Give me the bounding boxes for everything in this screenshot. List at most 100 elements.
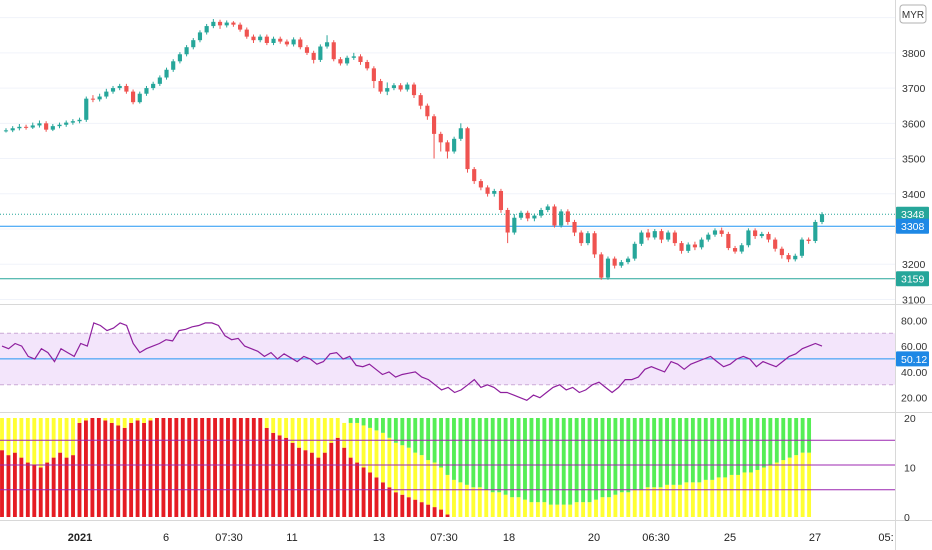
yellow-column bbox=[742, 472, 747, 517]
currency-badge[interactable]: MYR bbox=[899, 4, 927, 24]
red-column bbox=[432, 507, 437, 517]
green-column bbox=[652, 418, 657, 488]
candlestick-series bbox=[3, 19, 825, 280]
yellow-column bbox=[755, 469, 760, 517]
red-column bbox=[348, 457, 353, 517]
candle-body bbox=[692, 244, 697, 248]
candle-body bbox=[324, 42, 330, 47]
candle-body bbox=[465, 128, 470, 170]
red-column bbox=[419, 502, 424, 517]
candle-body bbox=[539, 209, 544, 216]
yellow-column bbox=[452, 479, 456, 517]
level-badge: 3159 bbox=[901, 274, 925, 286]
candle-body bbox=[50, 126, 55, 130]
candle-body bbox=[779, 248, 784, 256]
candle-body bbox=[478, 181, 483, 188]
green-column bbox=[690, 418, 695, 483]
yellow-column bbox=[510, 497, 515, 517]
red-column bbox=[129, 422, 134, 517]
yellow-column bbox=[51, 418, 56, 458]
yellow-column bbox=[374, 430, 379, 478]
red-column bbox=[109, 422, 114, 517]
rsi-badge-bg bbox=[896, 351, 929, 367]
yellow-column bbox=[135, 418, 140, 421]
candle-body bbox=[505, 209, 510, 233]
candle-body bbox=[599, 254, 604, 278]
yellow-column bbox=[684, 482, 689, 517]
red-column bbox=[393, 492, 398, 517]
yellow-column bbox=[626, 492, 631, 517]
rsi-line-group bbox=[1, 322, 823, 401]
yellow-column bbox=[342, 422, 347, 448]
yellow-column bbox=[71, 418, 75, 456]
candle-body bbox=[90, 98, 96, 100]
red-column bbox=[71, 455, 75, 517]
red-column bbox=[64, 457, 69, 517]
candle-body bbox=[238, 24, 243, 30]
time-tick-label: 2021 bbox=[68, 532, 92, 544]
yellow-column bbox=[665, 484, 669, 517]
green-column bbox=[787, 418, 792, 458]
candle-body bbox=[197, 32, 203, 41]
green-column bbox=[503, 418, 508, 495]
candle-body bbox=[231, 22, 236, 25]
green-column bbox=[484, 418, 489, 490]
yellow-column bbox=[122, 418, 127, 428]
candle-body bbox=[311, 52, 316, 60]
green-column bbox=[716, 418, 721, 478]
price-tick-label: 3800 bbox=[902, 48, 926, 60]
yellow-column bbox=[523, 499, 527, 517]
volume-tick-label: 0 bbox=[904, 512, 910, 524]
yellow-column bbox=[12, 418, 17, 453]
yellow-column bbox=[632, 489, 637, 517]
red-column bbox=[264, 427, 269, 517]
red-column bbox=[290, 442, 295, 517]
green-column bbox=[600, 418, 605, 498]
red-column bbox=[439, 509, 443, 517]
green-column bbox=[368, 418, 372, 428]
candle-body bbox=[244, 29, 249, 37]
red-column bbox=[251, 418, 256, 517]
rsi-value-badge: 50.12 bbox=[901, 354, 927, 366]
red-column bbox=[368, 472, 372, 517]
time-tick-label: 11 bbox=[286, 532, 297, 544]
red-column bbox=[32, 465, 37, 517]
red-column bbox=[406, 497, 411, 517]
yellow-column bbox=[548, 504, 553, 517]
green-column bbox=[452, 418, 456, 480]
candle-body bbox=[732, 248, 738, 252]
yellow-column bbox=[445, 474, 450, 515]
stacked-volume-columns bbox=[0, 418, 895, 517]
candle-body bbox=[358, 56, 363, 63]
candle-body bbox=[625, 258, 631, 263]
yellow-column bbox=[264, 418, 269, 428]
yellow-column bbox=[458, 482, 463, 517]
candle-body bbox=[137, 93, 142, 103]
red-column bbox=[142, 422, 146, 517]
red-column bbox=[155, 418, 159, 517]
candle-body bbox=[552, 206, 557, 226]
green-column bbox=[587, 418, 592, 503]
yellow-column bbox=[736, 474, 740, 517]
candle-body bbox=[64, 122, 69, 125]
yellow-column bbox=[658, 487, 663, 517]
candle-body bbox=[110, 88, 116, 92]
yellow-column bbox=[297, 418, 301, 448]
candle-body bbox=[485, 187, 490, 194]
price-tick-label: 3200 bbox=[902, 259, 926, 271]
yellow-column bbox=[38, 418, 43, 468]
yellow-column bbox=[729, 474, 734, 517]
price-tick-label: 3500 bbox=[902, 154, 926, 166]
yellow-column bbox=[129, 418, 134, 423]
yellow-column bbox=[574, 502, 579, 517]
candle-body bbox=[411, 84, 417, 96]
green-column bbox=[477, 418, 482, 488]
green-column bbox=[381, 418, 385, 433]
rsi-tick-label: 80.00 bbox=[901, 315, 927, 327]
green-column bbox=[581, 418, 586, 503]
yellow-column bbox=[109, 418, 114, 423]
green-column bbox=[794, 418, 799, 456]
green-column bbox=[639, 418, 644, 490]
yellow-column bbox=[606, 497, 611, 517]
